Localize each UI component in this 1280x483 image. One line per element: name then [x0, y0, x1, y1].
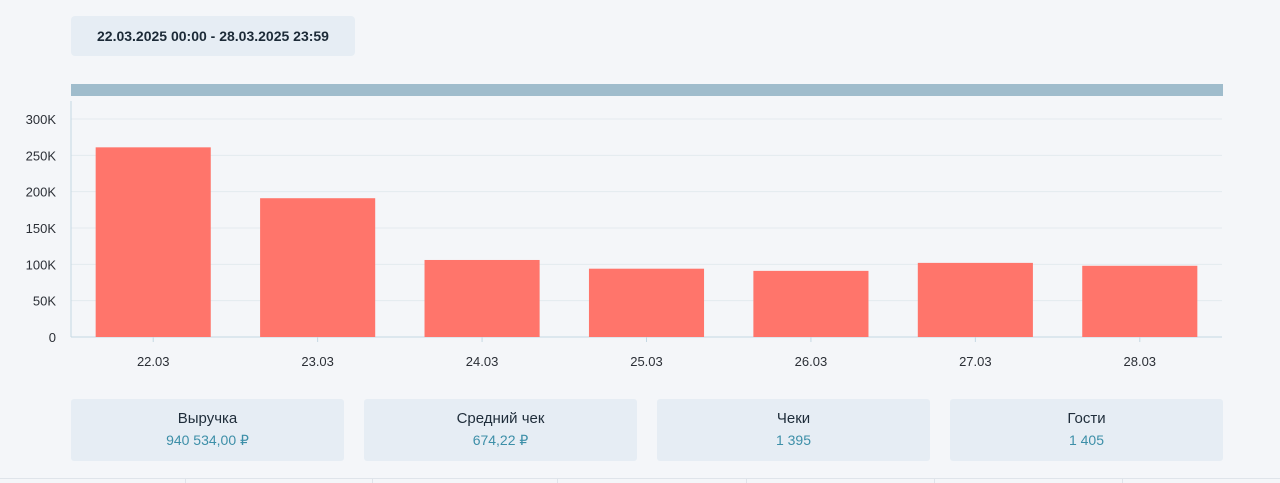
stat-title-average-check: Средний чек — [456, 410, 545, 427]
y-tick-label: 100K — [26, 257, 57, 272]
y-tick-label: 150K — [26, 221, 57, 236]
y-tick-label: 200K — [26, 185, 57, 200]
x-tick-label: 28.03 — [1124, 354, 1157, 369]
x-tick-label: 23.03 — [301, 354, 334, 369]
stat-card-checks: Чеки 1 395 — [657, 399, 930, 461]
stat-title-revenue: Выручка — [177, 410, 238, 427]
stat-title-checks: Чеки — [776, 410, 811, 427]
stats-panel: Выручка 940 534,00 ₽ Средний чек 674,22 … — [71, 399, 1223, 461]
bottom-divider-tick — [372, 479, 373, 483]
stat-value-checks: 1 395 — [775, 432, 812, 448]
stat-card-average-check: Средний чек 674,22 ₽ — [364, 399, 637, 461]
y-tick-label: 250K — [26, 148, 57, 163]
stat-value-guests: 1 405 — [1068, 432, 1105, 448]
stat-title-guests: Гости — [1067, 410, 1106, 427]
date-range-label: 22.03.2025 00:00 - 28.03.2025 23:59 — [97, 28, 329, 44]
bar — [917, 262, 1033, 337]
bottom-divider-tick — [746, 479, 747, 483]
bottom-divider-tick — [185, 479, 186, 483]
stat-value-average-check: 674,22 ₽ — [472, 432, 529, 448]
bottom-divider-tick — [1122, 479, 1123, 483]
y-tick-label: 0 — [49, 330, 56, 345]
revenue-bar-chart: 0 50K 100K 150K 200K 250K 300K 22.03 23.03 24.03 2… — [26, 101, 1222, 369]
bar — [588, 268, 705, 337]
y-tick-label: 50K — [33, 294, 56, 309]
bar — [753, 270, 869, 337]
bottom-divider-tick — [934, 479, 935, 483]
x-tick-label: 24.03 — [466, 354, 499, 369]
stat-card-revenue: Выручка 940 534,00 ₽ — [71, 399, 344, 461]
bottom-divider-tick — [557, 479, 558, 483]
date-range-selector[interactable]: 22.03.2025 00:00 - 28.03.2025 23:59 — [71, 16, 355, 56]
stat-card-guests: Гости 1 405 — [950, 399, 1223, 461]
stat-value-revenue: 940 534,00 ₽ — [166, 432, 249, 448]
bottom-divider — [0, 478, 1280, 479]
x-tick-label: 26.03 — [795, 354, 828, 369]
y-tick-label: 300K — [26, 112, 57, 127]
chart-header-strip — [71, 84, 1223, 96]
x-tick-label: 25.03 — [630, 354, 663, 369]
bar — [260, 198, 376, 337]
x-tick-label: 22.03 — [137, 354, 170, 369]
bar — [95, 147, 211, 337]
bar — [424, 259, 540, 337]
bar — [1082, 265, 1198, 337]
x-tick-label: 27.03 — [959, 354, 992, 369]
